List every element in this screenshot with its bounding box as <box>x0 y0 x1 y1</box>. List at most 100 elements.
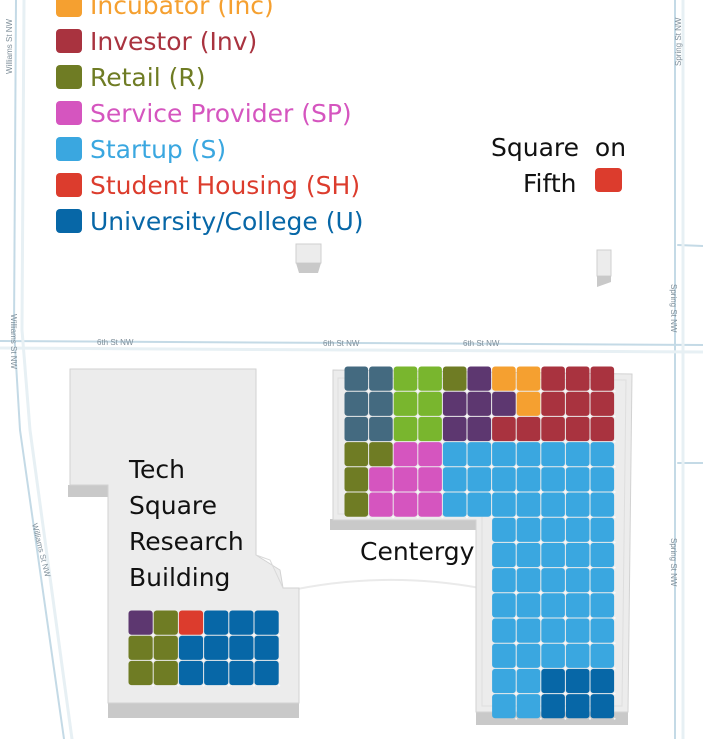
centergy-suite-investor <box>541 416 565 442</box>
centergy-suite-service-provider <box>369 467 393 492</box>
centergy-suite-marker <box>441 465 444 468</box>
centergy-suite-marker <box>441 516 444 519</box>
centergy-suite-marker <box>564 516 567 519</box>
centergy-suite-marker <box>539 465 542 468</box>
legend-label-service-provider: Service Provider (SP) <box>90 98 352 128</box>
tech-square-suite-marker <box>152 634 155 637</box>
spring-st-label: Spring St NW <box>669 538 678 587</box>
centergy-suite-marker <box>416 415 419 418</box>
tech-square-suite-marker <box>227 634 230 637</box>
centergy-suite-marker <box>564 642 567 645</box>
tech-square-suite-student-housing <box>178 610 204 635</box>
centergy-suite-green <box>393 366 418 391</box>
centergy-suite-marker <box>564 465 567 468</box>
centergy-suite-startup <box>565 643 590 668</box>
centergy-suite-startup <box>516 442 541 467</box>
tech-square-label-line3: Research <box>129 527 244 556</box>
legend-swatch-service-provider <box>56 101 82 125</box>
centergy-suite-green <box>418 391 442 416</box>
centergy-suite-purple <box>442 416 467 442</box>
small-building-shadow <box>597 276 611 287</box>
centergy-label: Centergy <box>360 537 475 566</box>
small-building <box>596 249 612 277</box>
centergy-suite-startup <box>541 618 565 643</box>
centergy-suite-green <box>393 416 418 442</box>
centergy-suite-marker <box>416 516 419 519</box>
tech-square-suite-university <box>229 635 254 660</box>
centergy-suite-marker <box>589 516 591 519</box>
centergy-suite-service-provider <box>393 492 418 517</box>
centergy-suite-slate <box>344 366 369 391</box>
sixth-st-road-edge <box>0 346 703 354</box>
centergy-suite-startup <box>565 568 590 593</box>
centergy-suite-startup <box>442 442 467 467</box>
centergy-suite-investor <box>590 416 615 442</box>
centergy-suite-investor <box>541 391 565 416</box>
centergy-suite-investor <box>492 416 516 442</box>
spring-st-label: Spring St NW <box>674 17 683 66</box>
centergy-suite-marker <box>515 667 518 670</box>
centergy-suite-marker <box>613 390 616 393</box>
tech-square-suite-marker <box>177 659 180 662</box>
centergy-suite-marker <box>613 415 616 418</box>
centergy-inner-outline <box>337 377 627 707</box>
map-legend: Incubator (Inc) Investor (Inv) Retail (R… <box>56 0 364 239</box>
centergy-suite-marker <box>515 642 518 645</box>
centergy-suite-marker <box>490 440 493 443</box>
centergy-suite-startup <box>516 568 541 593</box>
legend-label-university: University/College (U) <box>90 206 364 236</box>
centergy-suite-startup <box>590 618 615 643</box>
centergy-suite-startup <box>516 593 541 618</box>
centergy-suite-startup <box>492 442 516 467</box>
centergy-suite-marker <box>490 415 493 418</box>
centergy-suite-marker <box>539 541 542 544</box>
tech-square-suite-university <box>254 610 279 635</box>
centergy-suite-startup <box>590 467 615 492</box>
centergy-suite-marker <box>564 667 567 670</box>
centergy-suite-marker <box>539 667 542 670</box>
centergy-suite-startup <box>467 492 492 517</box>
centergy-suite-startup <box>492 618 516 643</box>
centergy-suite-startup <box>516 668 541 694</box>
pedestrian-path <box>282 578 481 593</box>
centergy-suite-green <box>393 391 418 416</box>
centergy-suite-startup <box>541 517 565 542</box>
centergy-suite-startup <box>590 492 615 517</box>
centergy-suite-startup <box>590 593 615 618</box>
sixth-st-label: 6th St NW <box>323 339 360 348</box>
centergy-suite-university <box>590 668 615 694</box>
centergy-suite-startup <box>492 668 516 694</box>
centergy-suite-marker <box>613 440 616 443</box>
centergy-suite-marker <box>539 566 542 569</box>
centergy-suite-startup <box>565 467 590 492</box>
tech-square-suite-marker <box>278 659 281 662</box>
centergy-suite-marker <box>613 566 616 569</box>
tech-square-suite-marker <box>227 684 230 687</box>
centergy-suite-green <box>418 366 442 391</box>
centergy-suite-incubator <box>516 366 541 391</box>
centergy-suite-marker <box>613 465 616 468</box>
legend-label-retail: Retail (R) <box>90 62 206 92</box>
tech-square-suite-marker <box>152 659 155 662</box>
centergy-suite-startup <box>492 542 516 568</box>
legend-item-investor: Investor (Inv) <box>56 23 364 59</box>
tech-square-suite-retail <box>128 635 153 660</box>
centergy-suite-startup <box>541 467 565 492</box>
centergy-suite-marker <box>367 516 370 519</box>
legend-item-retail: Retail (R) <box>56 59 364 95</box>
centergy-suite-marker <box>466 465 468 468</box>
centergy-suite-marker <box>589 667 591 670</box>
centergy-suite-marker <box>515 415 518 418</box>
tech-square-suite-marker <box>177 634 180 637</box>
square-on-fifth-label-line1: Square on <box>491 133 627 162</box>
sixth-st-label: 6th St NW <box>463 339 500 348</box>
centergy-suite-startup <box>565 517 590 542</box>
centergy-suite-marker <box>539 617 542 619</box>
tech-square-wing <box>255 554 284 589</box>
centergy-suite-startup <box>492 517 516 542</box>
centergy-suite-slate <box>369 366 393 391</box>
centergy-suite-marker <box>539 642 542 645</box>
centergy-suite-marker <box>490 465 493 468</box>
centergy-suite-incubator <box>492 366 516 391</box>
